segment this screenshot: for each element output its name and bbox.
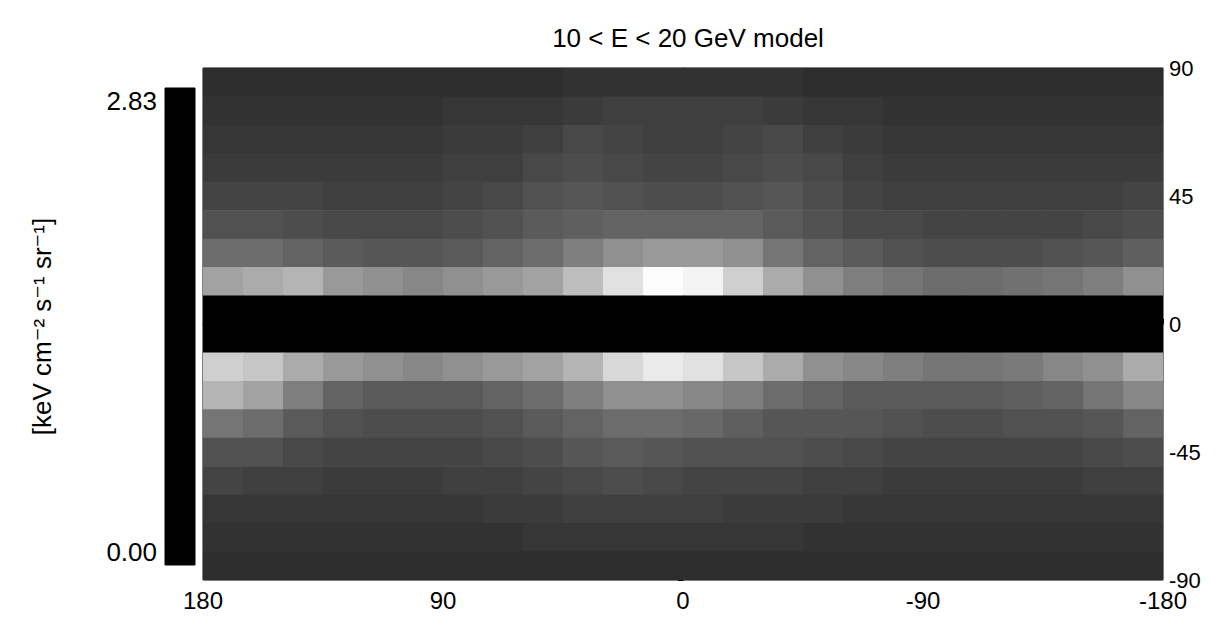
svg-text:2.83: 2.83 xyxy=(106,86,157,116)
svg-text:0: 0 xyxy=(676,587,689,614)
svg-text:0: 0 xyxy=(1169,312,1181,337)
svg-text:10 < E < 20 GeV model: 10 < E < 20 GeV model xyxy=(552,23,824,53)
svg-text:90: 90 xyxy=(1169,56,1193,81)
svg-text:-180: -180 xyxy=(1139,587,1187,614)
svg-text:-90: -90 xyxy=(906,587,941,614)
svg-text:[keV cm⁻² s⁻¹ sr⁻¹]: [keV cm⁻² s⁻¹ sr⁻¹] xyxy=(27,218,57,435)
svg-text:180: 180 xyxy=(183,587,223,614)
svg-text:-90: -90 xyxy=(1169,567,1201,593)
svg-text:90: 90 xyxy=(430,587,457,614)
svg-text:-45: -45 xyxy=(1169,440,1201,465)
svg-text:0.00: 0.00 xyxy=(106,537,157,567)
svg-text:45: 45 xyxy=(1169,184,1193,209)
